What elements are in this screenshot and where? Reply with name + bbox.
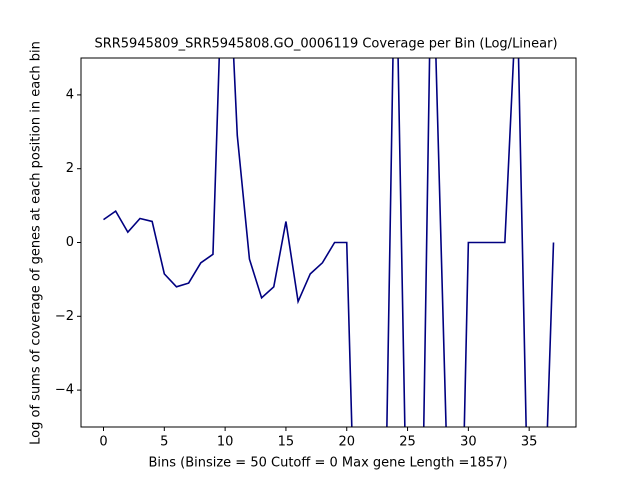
x-tick-label: 15	[278, 435, 295, 450]
x-tick-label: 5	[160, 435, 168, 450]
y-tick-label: −4	[55, 383, 74, 398]
plot-area	[103, 58, 555, 427]
y-tick-label: 0	[66, 235, 74, 250]
data-line	[103, 58, 555, 427]
x-tick-label: 25	[399, 435, 416, 450]
y-tick-label: −2	[55, 309, 74, 324]
x-axis-label: Bins (Binsize = 50 Cutoff = 0 Max gene L…	[148, 456, 507, 471]
y-tick-label: 4	[66, 87, 74, 102]
y-axis-label: Log of sums of coverage of genes at each…	[29, 41, 44, 445]
chart-title: SRR5945809_SRR5945808.GO_0006119 Coverag…	[94, 37, 557, 52]
x-tick-label: 20	[338, 435, 355, 450]
y-tick-label: 2	[66, 161, 74, 176]
x-tick-label: 10	[217, 435, 234, 450]
x-tick-label: 35	[521, 435, 538, 450]
x-tick-label: 30	[460, 435, 477, 450]
x-tick-label: 0	[99, 435, 107, 450]
